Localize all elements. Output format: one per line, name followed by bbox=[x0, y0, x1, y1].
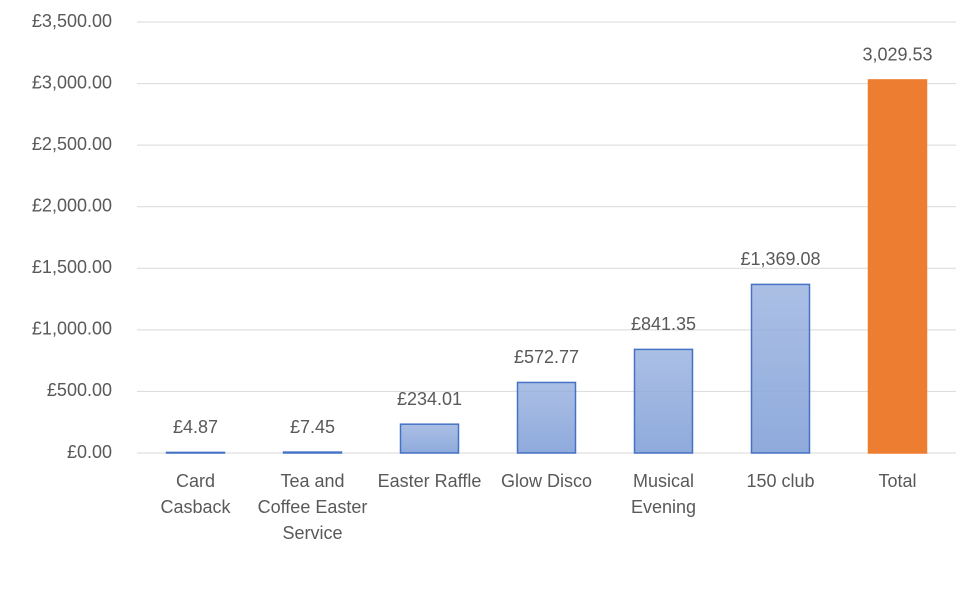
x-tick-label: 150 club bbox=[746, 471, 815, 491]
y-tick-label: £3,500.00 bbox=[32, 11, 112, 31]
bar bbox=[516, 381, 577, 454]
value-label: £234.01 bbox=[397, 389, 462, 409]
bar bbox=[399, 423, 460, 454]
y-tick-label: £3,000.00 bbox=[32, 72, 112, 92]
x-tick-label: Total bbox=[878, 471, 917, 491]
bar bbox=[282, 451, 343, 454]
x-tick-label: Glow Disco bbox=[500, 471, 593, 491]
x-tick-label: Tea and Coffee Easter Service bbox=[257, 471, 368, 543]
y-tick-label: £1,000.00 bbox=[32, 319, 112, 339]
y-tick-label: £2,500.00 bbox=[32, 134, 112, 154]
x-tick-label: Easter Raffle bbox=[377, 471, 482, 491]
y-tick-label: £1,500.00 bbox=[32, 257, 112, 277]
y-tick-label: £500.00 bbox=[47, 380, 112, 400]
bar bbox=[867, 79, 928, 454]
y-tick-label: £0.00 bbox=[67, 442, 112, 462]
bar bbox=[165, 451, 226, 454]
value-label: £7.45 bbox=[290, 417, 335, 437]
value-label: £841.35 bbox=[631, 314, 696, 334]
value-label: 3,029.53 bbox=[862, 45, 932, 65]
value-label: £572.77 bbox=[514, 347, 579, 367]
value-label: £1,369.08 bbox=[740, 249, 820, 269]
bar bbox=[750, 283, 811, 454]
bar bbox=[633, 348, 694, 454]
y-tick-label: £2,000.00 bbox=[32, 195, 112, 215]
value-label: £4.87 bbox=[173, 417, 218, 437]
x-tick-label: Card Casback bbox=[160, 471, 231, 517]
x-tick-label: Musical Evening bbox=[630, 471, 697, 517]
